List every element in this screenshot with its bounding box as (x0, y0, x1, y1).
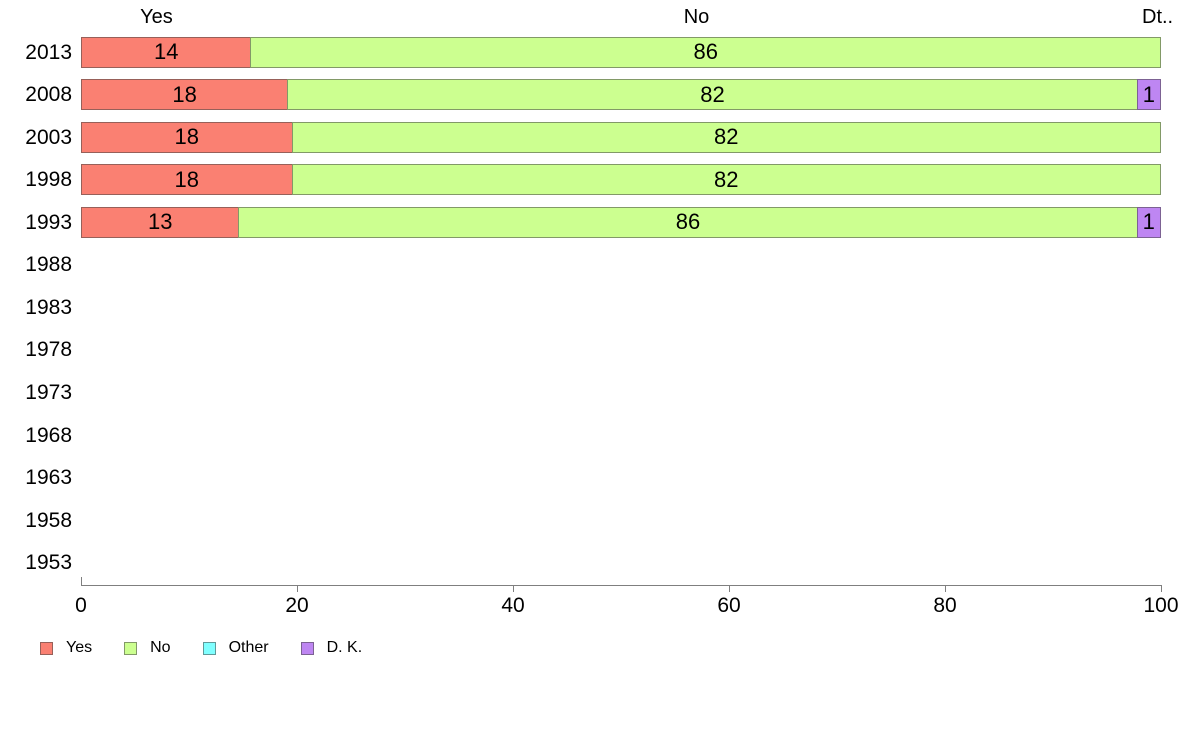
bar-track (81, 505, 1161, 536)
bar-track (81, 377, 1161, 408)
chart-row: 1998 18 82 (0, 159, 1188, 202)
x-axis-tick-label: 40 (501, 594, 525, 617)
legend-label: Other (228, 639, 269, 656)
chart-row: 1968 (0, 414, 1188, 457)
bar-segment-no: 82 (287, 79, 1138, 111)
x-axis-tick (513, 585, 514, 592)
bar-track (81, 547, 1161, 578)
bar-segment-yes: 18 (81, 79, 289, 111)
bar-value-label: 86 (675, 209, 701, 235)
legend-swatch-icon (40, 641, 53, 655)
bar-value-label: 82 (714, 166, 739, 192)
chart-row: 1958 (0, 499, 1188, 542)
category-label: 1953 (25, 551, 72, 575)
chart-row: 1983 (0, 286, 1188, 329)
x-axis-tick (945, 585, 946, 592)
chart-row: 2003 18 82 (0, 116, 1188, 159)
chart-row: 1988 (0, 244, 1188, 287)
bar-segment-yes: 14 (81, 36, 252, 68)
bar-segment-yes: 18 (81, 121, 293, 153)
bar-value-label: 1 (1142, 81, 1155, 107)
chart-row: 2013 14 86 (0, 31, 1188, 74)
bar-value-label: 1 (1142, 209, 1155, 235)
x-axis-tick-label: 0 (75, 594, 87, 617)
bar-value-label: 14 (153, 39, 179, 65)
bar-segment-no: 86 (250, 36, 1161, 68)
legend-item-other: Other (202, 639, 269, 656)
category-label: 2008 (25, 83, 72, 107)
x-axis-tick (729, 585, 730, 592)
legend-swatch-icon (300, 641, 314, 655)
category-label: 1973 (25, 381, 72, 405)
legend-item-no: No (124, 639, 171, 656)
x-axis-tick-label: 80 (933, 594, 957, 617)
bar-segment-no: 82 (291, 164, 1161, 196)
bar-track: 13 86 1 (81, 206, 1161, 238)
x-axis-tick-label: 60 (717, 594, 741, 617)
bar-value-label: 86 (693, 39, 718, 65)
legend-swatch-icon (124, 641, 138, 655)
bar-track (81, 462, 1161, 493)
bar-track: 18 82 (81, 164, 1161, 196)
bar-segment-dk: 1 (1136, 206, 1161, 238)
bar-value-label: 18 (172, 81, 197, 107)
category-label: 1983 (25, 295, 72, 319)
legend: Yes No Other D. K. (40, 640, 394, 656)
bar-track (81, 292, 1161, 323)
plot-rows: 2013 14 86 2008 18 82 1 2003 18 82 1998 18 82 1993 13 8… (0, 31, 1188, 584)
bar-segment-no: 82 (291, 121, 1161, 153)
x-axis-line (81, 585, 1162, 586)
category-label: 1998 (25, 168, 72, 192)
bar-value-label: 82 (700, 81, 725, 107)
column-header-truncated: Dt.. (1142, 6, 1174, 28)
bar-track (81, 420, 1161, 451)
x-axis-tick (1161, 585, 1162, 592)
chart-row: 1953 (0, 541, 1188, 584)
bar-track (81, 249, 1161, 280)
chart-row: 1978 (0, 329, 1188, 372)
column-header-no: No (683, 6, 710, 28)
legend-item-yes: Yes (40, 640, 92, 656)
bar-value-label: 82 (714, 124, 739, 150)
chart-row: 2008 18 82 1 (0, 74, 1188, 117)
chart-row: 1973 (0, 371, 1188, 414)
chart-row: 1993 13 86 1 (0, 201, 1188, 244)
x-axis-tick (297, 585, 298, 592)
chart-row: 1963 (0, 456, 1188, 499)
category-label: 2013 (25, 40, 72, 64)
category-label: 1978 (25, 338, 72, 362)
category-label: 1993 (25, 210, 72, 234)
bar-track: 18 82 1 (81, 79, 1161, 111)
bar-segment-yes: 18 (81, 164, 293, 196)
bar-segment-dk: 1 (1136, 79, 1161, 111)
x-axis-tick-label: 100 (1143, 594, 1179, 617)
bar-value-label: 13 (147, 209, 173, 235)
bar-track (81, 334, 1161, 365)
column-header-yes: Yes (140, 6, 173, 28)
category-label: 1988 (25, 253, 72, 277)
bar-track: 18 82 (81, 121, 1161, 153)
bar-track: 14 86 (81, 36, 1161, 68)
x-axis-tick-label: 20 (285, 594, 309, 617)
category-label: 1963 (25, 466, 72, 490)
category-label: 2003 (25, 125, 72, 149)
legend-item-dk: D. K. (300, 639, 363, 656)
legend-label: Yes (66, 639, 93, 656)
bar-value-label: 18 (174, 166, 199, 192)
bar-segment-no: 86 (238, 206, 1138, 238)
category-label: 1968 (25, 423, 72, 447)
bar-value-label: 18 (174, 124, 199, 150)
legend-label: No (150, 639, 171, 656)
category-label: 1958 (25, 508, 72, 532)
legend-label: D. K. (326, 639, 363, 656)
legend-swatch-icon (202, 641, 216, 655)
bar-segment-yes: 13 (81, 206, 240, 238)
